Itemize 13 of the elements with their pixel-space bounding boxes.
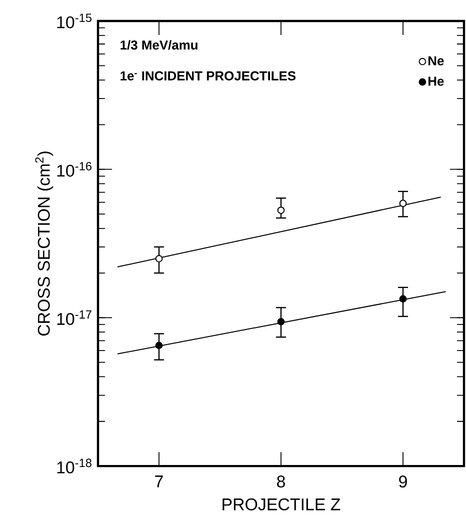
annotation: 1e$^{-}$ INCIDENT PROJECTILES — [120, 71, 296, 80]
y-tick-label: 10$^{-15}$ — [57, 14, 92, 28]
y-tick-label: 10$^{-17}$ — [57, 310, 92, 325]
x-tick-label: 9 — [399, 476, 407, 488]
legend-label: He — [428, 76, 444, 86]
y-tick-label: 10$^{-16}$ — [57, 162, 92, 177]
x-tick-label: 7 — [155, 476, 163, 488]
legend-label: Ne — [428, 56, 444, 66]
x-tick-label: 8 — [277, 476, 285, 488]
y-tick-label: 10$^{-18}$ — [57, 458, 92, 474]
annotation: 1/3 MeV/amu — [120, 40, 198, 50]
y-axis-title: CROSS SECTION (cm$^{2}$) — [35, 152, 54, 336]
x-axis-title: PROJECTILE Z — [222, 498, 340, 510]
